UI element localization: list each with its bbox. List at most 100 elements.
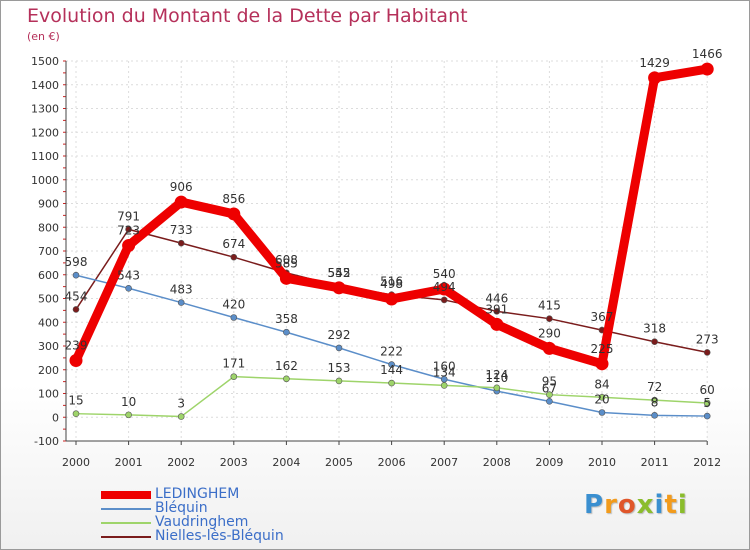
data-point (598, 409, 606, 416)
chart-unit: (en €) (27, 30, 60, 43)
data-point (437, 282, 451, 296)
logo-letter: x (636, 490, 655, 520)
data-label: 222 (380, 345, 403, 359)
data-label: 358 (275, 312, 298, 326)
logo-letter: t (664, 490, 678, 520)
y-tick-label: -100 (34, 435, 59, 448)
data-label: 674 (222, 237, 245, 251)
data-label: 318 (643, 322, 666, 336)
x-tick-label: 2003 (220, 456, 248, 469)
legend-swatch (101, 508, 151, 510)
y-tick-label: 200 (38, 364, 59, 377)
data-point (651, 338, 658, 346)
data-label: 72 (647, 380, 662, 394)
logo-letter: P (584, 490, 605, 520)
data-label: 391 (485, 302, 508, 316)
data-label: 733 (170, 223, 193, 237)
data-point (493, 308, 501, 315)
data-label: 1466 (692, 47, 723, 61)
y-tick-label: 1500 (31, 55, 59, 68)
data-label: 15 (68, 394, 83, 408)
data-label: 134 (433, 365, 456, 379)
data-point (651, 412, 658, 419)
data-label: 483 (170, 283, 193, 297)
data-label: 552 (328, 266, 351, 280)
x-tick-label: 2005 (325, 456, 353, 469)
data-point (72, 410, 80, 417)
data-label: 1429 (639, 56, 670, 70)
data-point (125, 226, 132, 233)
legend-label: Vaudringhem (155, 514, 249, 530)
x-tick-label: 2008 (483, 456, 511, 469)
y-tick-label: 1400 (31, 79, 59, 92)
data-point (335, 344, 343, 352)
data-label: 171 (222, 357, 245, 371)
x-tick-label: 2001 (115, 456, 143, 469)
data-label: 273 (696, 332, 719, 346)
x-tick-label: 2012 (693, 456, 721, 469)
data-point (703, 399, 711, 407)
data-label: 225 (591, 342, 614, 356)
y-tick-label: 0 (52, 411, 59, 424)
x-tick-label: 2006 (378, 456, 406, 469)
legend-label: Bléquin (155, 500, 208, 516)
data-point (283, 328, 290, 336)
data-label: 420 (222, 298, 245, 312)
data-label: 153 (328, 361, 351, 375)
data-point (283, 375, 290, 383)
x-tick-label: 2009 (535, 456, 563, 469)
data-label: 543 (117, 268, 140, 282)
data-point (546, 391, 553, 398)
legend-label: Nielles-lès-Bléquin (155, 528, 284, 544)
y-tick-label: 800 (38, 221, 59, 234)
data-label: 144 (380, 363, 403, 377)
data-point (703, 349, 711, 356)
data-label: 95 (542, 375, 557, 389)
y-tick-label: 1300 (31, 103, 59, 116)
y-tick-label: 600 (38, 269, 59, 282)
data-label: 540 (433, 267, 456, 281)
data-label: 20 (594, 393, 609, 407)
data-point (332, 281, 346, 295)
data-label: 290 (538, 326, 561, 340)
logo-letter: r (604, 490, 618, 520)
data-point (72, 271, 80, 279)
data-label: 367 (591, 310, 614, 324)
data-label: 124 (485, 368, 508, 382)
logo-letter: i (654, 490, 665, 520)
proxiti-logo: Proxiti (584, 490, 688, 520)
legend-swatch (101, 536, 151, 538)
data-point (125, 284, 132, 292)
data-label: 598 (65, 255, 88, 269)
x-tick-label: 2000 (62, 456, 90, 469)
data-label: 494 (433, 280, 456, 294)
data-point (72, 306, 80, 313)
data-label: 791 (117, 209, 140, 223)
data-point (279, 271, 293, 285)
data-label: 446 (485, 291, 508, 305)
data-point (125, 411, 132, 419)
data-point (493, 384, 501, 392)
data-point (542, 341, 556, 355)
data-point (227, 207, 241, 221)
data-label: 454 (65, 289, 88, 303)
data-point (388, 361, 395, 368)
data-label: 239 (65, 338, 88, 352)
data-point (703, 412, 711, 420)
data-label: 415 (538, 299, 561, 313)
data-label: 10 (121, 395, 136, 409)
data-label: 608 (275, 253, 298, 267)
y-tick-label: 700 (38, 245, 59, 258)
data-point (440, 296, 448, 304)
data-label: 84 (594, 377, 609, 391)
data-label: 3 (177, 397, 185, 411)
data-label: 67 (542, 381, 557, 395)
data-point (595, 357, 609, 371)
data-label: 5 (703, 396, 711, 410)
y-tick-label: 300 (38, 340, 59, 353)
data-point (546, 398, 553, 405)
x-tick-label: 2010 (588, 456, 616, 469)
y-tick-label: 100 (38, 388, 59, 401)
